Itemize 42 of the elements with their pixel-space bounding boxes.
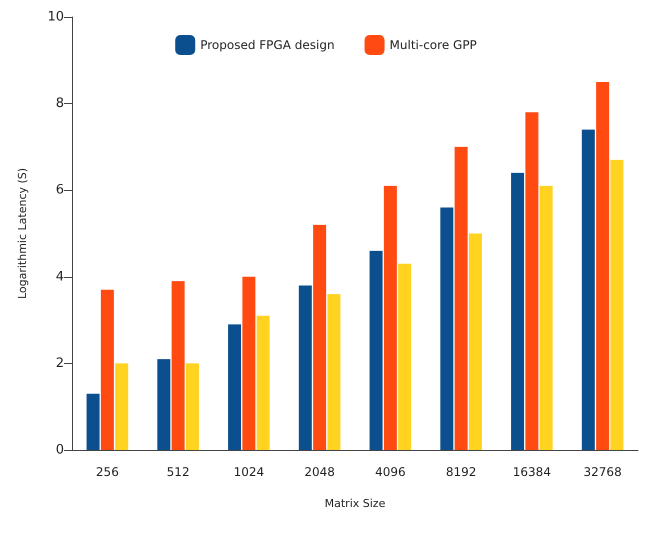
bar [186, 363, 199, 450]
legend-label: Proposed FPGA design [200, 38, 335, 52]
y-tick-label: 8 [56, 96, 64, 112]
bar [610, 160, 624, 450]
bar [298, 285, 312, 450]
bar [398, 264, 412, 450]
x-tick-label: 32768 [584, 465, 622, 479]
x-tick-label: 8192 [446, 465, 476, 479]
y-tick-label: 4 [56, 269, 64, 284]
bar [157, 359, 170, 450]
x-tick-label: 16384 [512, 465, 551, 479]
bar [313, 224, 326, 450]
y-tick-label: 0 [56, 442, 64, 458]
x-tick-label: 256 [96, 465, 119, 479]
y-tick-label: 6 [56, 182, 64, 198]
bar [370, 250, 383, 450]
x-tick-label: 1024 [234, 465, 264, 479]
bar [440, 208, 454, 450]
x-tick-label: 512 [166, 465, 190, 479]
bar [468, 234, 482, 450]
bar [228, 324, 242, 450]
bar [540, 186, 553, 450]
y-tick-label: 2 [56, 356, 64, 371]
bar [384, 186, 397, 450]
bar [242, 276, 256, 450]
bar [454, 146, 468, 450]
x-tick-label: 4096 [375, 465, 406, 479]
legend-label: Multi-core GPP [390, 38, 477, 52]
bar [511, 172, 524, 450]
bar [327, 294, 340, 450]
bar [256, 316, 270, 450]
bar [172, 281, 185, 450]
bar [86, 394, 100, 450]
bar [582, 130, 595, 450]
x-tick-label: 2048 [304, 465, 335, 479]
y-tick-label: 10 [47, 10, 64, 24]
bar [100, 290, 114, 450]
y-axis-title: Logarithmic Latency (S) [16, 168, 29, 300]
bar [525, 112, 538, 450]
bar [596, 82, 610, 450]
bar [115, 363, 128, 450]
x-axis-title: Matrix Size [324, 497, 386, 510]
